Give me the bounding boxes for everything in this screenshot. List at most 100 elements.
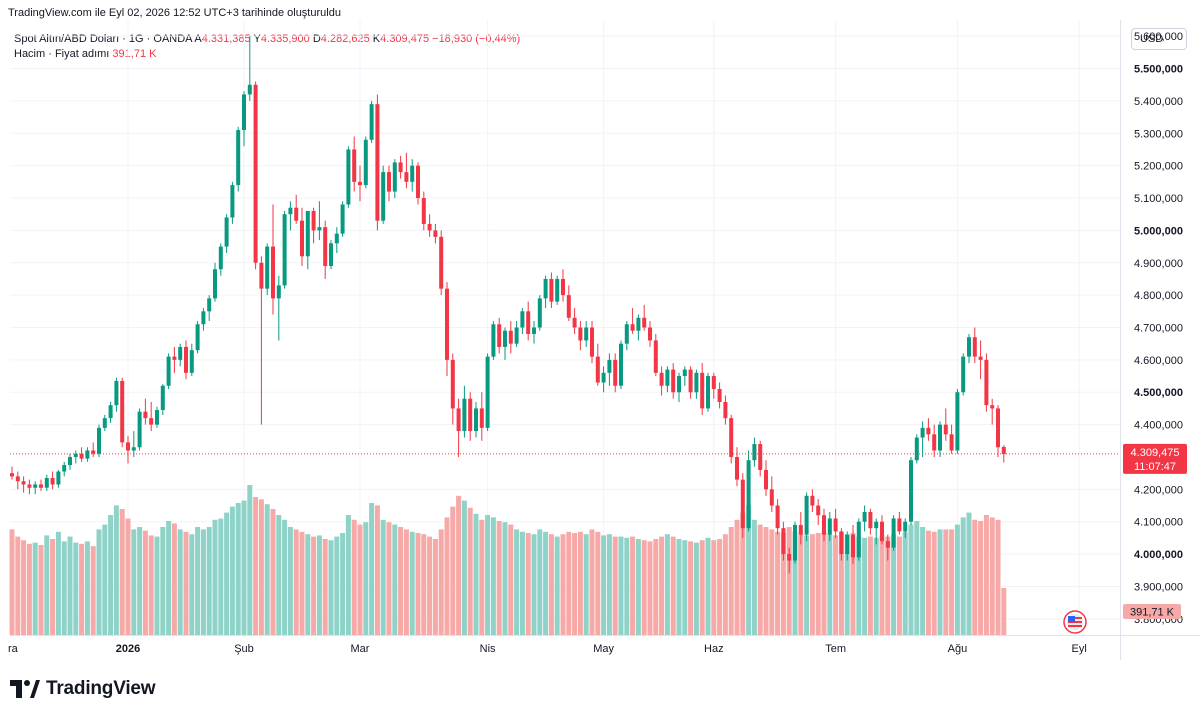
candle-body: [590, 327, 594, 357]
price-axis[interactable]: 5.600,000 5.500,000 5.400,000 5.300,000 5.20…: [1134, 31, 1183, 626]
candle-body: [723, 401, 728, 419]
price-tick-label: 3.900,000: [1134, 581, 1183, 593]
candle-body: [833, 518, 838, 532]
volume-bar: [757, 524, 763, 635]
candle-body: [305, 210, 310, 257]
volume-bar: [949, 529, 955, 635]
volume-bar: [461, 500, 467, 635]
volume-bar: [786, 527, 792, 635]
candle-body: [468, 398, 473, 432]
volume-bar: [717, 539, 723, 635]
price-tick-label: 5.300,000: [1134, 128, 1183, 140]
volume-bar: [21, 540, 27, 635]
candle-body: [526, 311, 531, 334]
candle-body: [920, 427, 925, 438]
price-tag-countdown: 11:07:47: [1134, 461, 1176, 473]
volume-label[interactable]: Hacim · Fiyat adımı: [14, 48, 110, 60]
candle-body: [804, 495, 809, 535]
volume-bar: [276, 515, 282, 635]
volume-bar: [351, 519, 357, 635]
volume-bar: [653, 539, 659, 635]
candle-body: [595, 356, 600, 383]
volume-bar: [456, 495, 462, 635]
candle-body: [155, 410, 159, 425]
volume-bar: [432, 539, 438, 635]
volume-bar: [264, 504, 270, 635]
volume-bar: [624, 537, 630, 635]
price-tick-label: 5.500,000: [1134, 64, 1183, 76]
volume-bar: [293, 529, 299, 635]
high-label: Y: [253, 33, 261, 45]
brand-logo[interactable]: TradingView: [10, 678, 156, 700]
volume-bar: [809, 534, 815, 635]
volume-bar: [328, 540, 334, 635]
candle-body: [514, 327, 519, 344]
price-tick-label: 4.200,000: [1134, 484, 1183, 496]
volume-bar: [154, 536, 160, 635]
price-tag: 4.309,475 11:07:47: [1123, 443, 1187, 474]
candle-body: [949, 434, 954, 451]
candle-body: [160, 385, 165, 411]
candle-body: [479, 408, 484, 428]
volume-bar: [572, 533, 578, 635]
flag-icon[interactable]: [1063, 610, 1087, 634]
time-tick-label: May: [593, 643, 614, 655]
candle-body: [537, 298, 542, 328]
volume-bar: [630, 536, 636, 635]
candle-body: [91, 450, 96, 454]
volume-bar: [108, 515, 114, 635]
candle-body: [282, 214, 287, 286]
volume-bar: [79, 543, 85, 635]
volume-bar: [305, 534, 311, 635]
candle-body: [561, 278, 565, 296]
price-tick-label: 4.400,000: [1134, 420, 1183, 432]
volume-bar: [699, 540, 705, 635]
price-tag-price: 4.309,475: [1131, 447, 1180, 459]
candle-body: [271, 246, 275, 299]
candle-body: [764, 469, 768, 490]
candle-body: [740, 479, 745, 529]
time-tick-label: Ağu: [948, 643, 968, 655]
candle-body: [27, 484, 32, 488]
volume-bar: [235, 503, 241, 635]
volume-value: 391,71 K: [112, 48, 157, 60]
candle-body: [601, 372, 606, 383]
candle-body: [671, 369, 676, 393]
volume-bar: [804, 535, 810, 635]
volume-bar: [438, 529, 444, 635]
candle-body: [439, 236, 444, 289]
candle-body: [265, 246, 270, 289]
volume-bar: [160, 527, 166, 635]
candle-body: [340, 204, 345, 234]
tradingview-logo-icon: [10, 680, 40, 698]
volume-bar: [148, 535, 154, 635]
candle-body: [845, 534, 850, 555]
candle-body: [955, 392, 960, 451]
currency-button[interactable]: USD: [1131, 28, 1187, 50]
candle-body: [137, 411, 142, 448]
volume-bar: [195, 527, 201, 635]
price-tick-label: 5.100,000: [1134, 193, 1183, 205]
low-label: D: [312, 33, 321, 45]
volume-bar: [908, 524, 914, 635]
candle-body: [485, 356, 490, 428]
candle-body: [961, 356, 966, 393]
volume-bar: [386, 522, 392, 635]
candle-body: [943, 424, 948, 435]
candle-body: [102, 418, 107, 428]
volume-bar: [415, 533, 421, 635]
volume-bar: [978, 521, 984, 635]
volume-bar: [914, 521, 920, 635]
volume-bar: [873, 537, 879, 635]
time-axis[interactable]: ra 2026 Şub Mar Nis May Haz Tem Ağu Eyl: [8, 643, 1087, 655]
candle-body: [572, 317, 577, 328]
volume-bar: [200, 529, 206, 635]
volume-bar: [844, 534, 850, 635]
candle-body: [445, 288, 449, 360]
volume-bar: [688, 541, 694, 635]
candle-body: [404, 172, 409, 182]
volume-bar: [537, 529, 543, 635]
volume-bar: [508, 524, 514, 635]
volume-bar: [490, 517, 496, 635]
